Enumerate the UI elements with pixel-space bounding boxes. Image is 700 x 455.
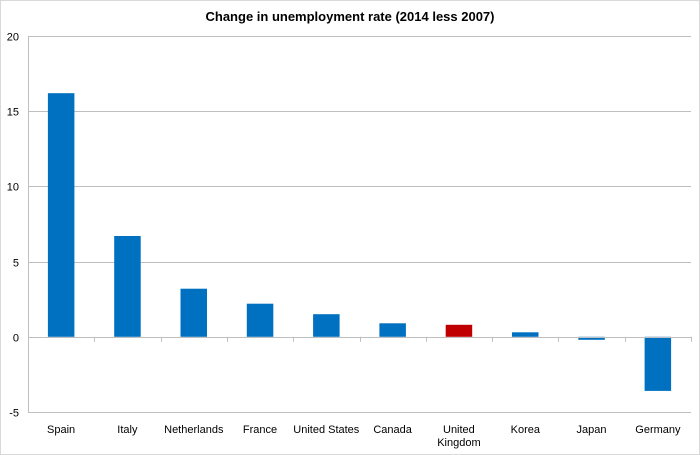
bar-japan [578, 336, 605, 340]
bar-spain [47, 93, 75, 337]
x-tick-label: United Kingdom [437, 424, 480, 449]
bar-italy [114, 236, 141, 337]
x-tick-label: Canada [373, 424, 412, 436]
x-tick-label-line: Italy [117, 424, 138, 436]
x-tick-label-line: Korea [511, 424, 541, 436]
x-tick-label: Germany [635, 424, 681, 436]
x-tick-label: Korea [511, 424, 541, 436]
chart-title: Change in unemployment rate (2014 less 2… [205, 9, 495, 24]
y-tick-label: 5 [13, 258, 19, 270]
y-tick-label: 15 [7, 107, 19, 119]
bar-germany [644, 336, 672, 391]
bar-canada [379, 323, 406, 337]
bar-united-kingdom [445, 324, 473, 337]
x-tick-label-line: Japan [577, 424, 607, 436]
y-tick-label: 20 [7, 32, 19, 44]
x-tick-label: United States [293, 424, 360, 436]
x-tick-label-line: France [243, 424, 277, 436]
x-tick-label-line: Netherlands [164, 424, 224, 436]
x-tick-label: Japan [577, 424, 607, 436]
x-tick-label: Italy [117, 424, 138, 436]
bar-france [246, 303, 274, 337]
x-tick-label: Spain [47, 424, 75, 436]
bar-united-states [313, 314, 340, 337]
bar-korea [512, 332, 539, 337]
y-tick-label: 10 [7, 182, 19, 194]
x-tick-label-line: Kingdom [437, 437, 480, 449]
x-tick-label: Netherlands [164, 424, 224, 436]
y-tick-label: -5 [9, 408, 19, 420]
x-tick-label: France [243, 424, 277, 436]
bar-netherlands [180, 288, 207, 337]
x-tick-label-line: Canada [373, 424, 412, 436]
y-tick-label: 0 [13, 333, 19, 345]
x-tick-label-line: Germany [635, 424, 681, 436]
x-tick-label-line: Spain [47, 424, 75, 436]
x-tick-label-line: United [443, 424, 475, 436]
x-tick-label-line: United States [293, 424, 360, 436]
